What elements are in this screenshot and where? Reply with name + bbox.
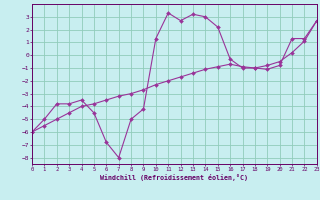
X-axis label: Windchill (Refroidissement éolien,°C): Windchill (Refroidissement éolien,°C) — [100, 174, 248, 181]
